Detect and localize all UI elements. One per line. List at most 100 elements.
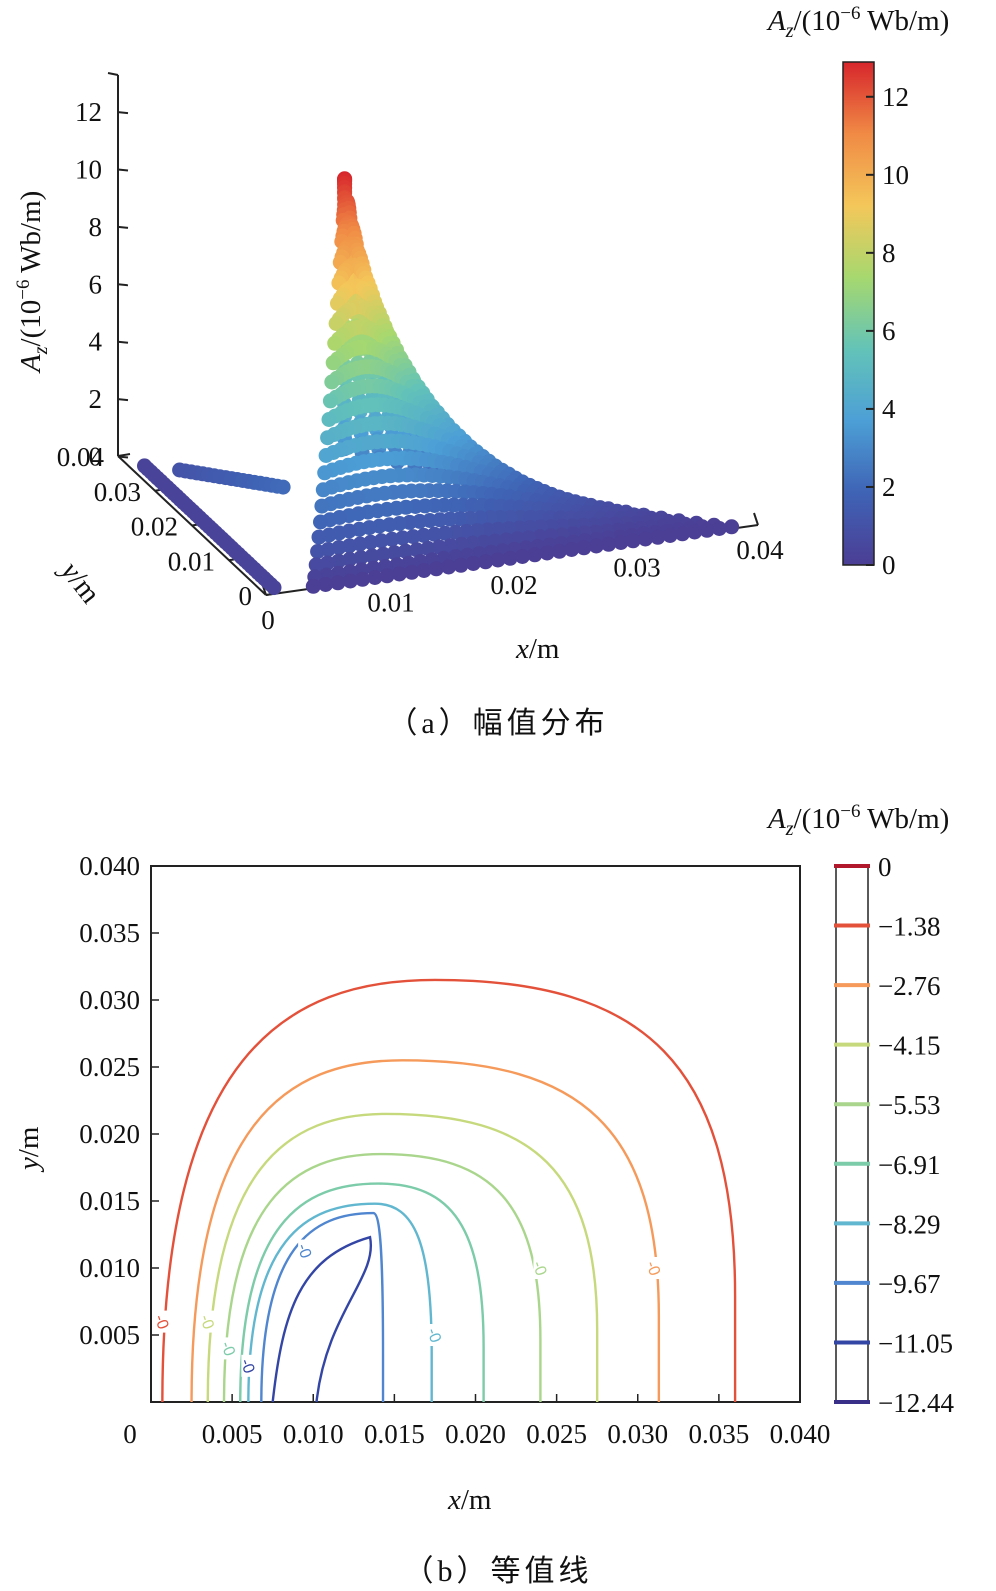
- chart-a-surface-point: [353, 550, 369, 566]
- chart-a-surface-point: [490, 552, 506, 568]
- chart-b-colorbar-tick-label: −6.91: [878, 1150, 940, 1180]
- chart-b-contour-label-bg: [155, 1310, 170, 1333]
- chart-b-contour-label: -0: [642, 1259, 663, 1278]
- chart-a-y-tick-label: 0: [239, 581, 253, 611]
- chart-a-colorbar-tick-label: 12: [882, 82, 909, 112]
- chart-b-contour-line: [206, 1112, 599, 1403]
- chart-a-surface-point: [711, 521, 727, 536]
- chart-b-x-tick-label: 0.025: [526, 1419, 587, 1449]
- chart-a-z-tick-label: 12: [75, 97, 102, 127]
- chart-b-contour-line: [161, 978, 737, 1403]
- chart-b-y-tick-label: 0.030: [79, 985, 140, 1015]
- chart-a-z-tick-label: 8: [89, 212, 103, 242]
- chart-b-contour-plot: -0-0-0-0-0-0-0-0 0 0.005 0.010 0.015 0.020 0.…: [13, 801, 954, 1516]
- chart-a-surface-point: [501, 521, 517, 537]
- chart-a-x-tick-label: 0: [261, 605, 275, 635]
- chart-a-surface-point: [379, 568, 395, 584]
- chart-b-x-axis-label: x/m: [447, 1484, 492, 1516]
- chart-a-surface-point: [420, 540, 436, 556]
- chart-a-surface-point: [330, 575, 346, 591]
- chart-b-x-tick-label: 0: [123, 1419, 137, 1449]
- chart-a-surface-point: [342, 573, 358, 589]
- chart-b-y-tick-label: 0.005: [79, 1320, 140, 1350]
- chart-a-surface-point: [724, 519, 740, 535]
- chart-b-contour-label: -0: [217, 1339, 238, 1358]
- chart-b-x-tick-label: 0.005: [202, 1419, 263, 1449]
- chart-a-3d-plot: 0 2 4 6 8 10 12 0 0.01 0.02 0.03 0.04 0 0.01 0.02 0.0…: [13, 3, 949, 665]
- chart-a-surface-point: [409, 542, 425, 558]
- chart-a-z-tick-label: 0: [89, 442, 103, 472]
- chart-a-surface-point: [322, 393, 338, 409]
- chart-a-surface-point: [527, 547, 543, 563]
- chart-a-x-axis-label: x/m: [515, 633, 560, 665]
- chart-a-surface-point: [564, 542, 580, 557]
- chart-a-surface-point: [310, 544, 326, 559]
- chart-a-surface-point: [404, 564, 420, 580]
- chart-a-x-tick-label: 0.01: [367, 588, 414, 618]
- chart-a-surface-point: [320, 430, 336, 446]
- chart-a-surface-point: [391, 566, 407, 582]
- chart-a-surface-point: [416, 563, 432, 578]
- chart-a-y-tick-label: 0.04: [57, 442, 105, 472]
- chart-a-surface-point: [317, 465, 333, 481]
- chart-a-x-tick-label: 0.02: [490, 570, 537, 600]
- chart-a-z-axis-top: [107, 72, 119, 76]
- chart-b-contour-label: -0: [423, 1326, 444, 1345]
- chart-b-y-tick-label: 0.035: [79, 918, 140, 948]
- chart-a-surface-point: [313, 514, 328, 530]
- chart-a-surface-point: [342, 551, 358, 567]
- chart-a-x-ticks: 0 0.01 0.02 0.03 0.04: [261, 512, 784, 635]
- chart-a-colorbar: Az/(10−6 Wb/m) 0 2 4 6 8 10 12: [766, 3, 949, 580]
- chart-a-y-tick-label: 0.01: [168, 546, 215, 576]
- chart-b-contour-line: [260, 1211, 385, 1403]
- chart-a-z-tick-mark: [117, 283, 129, 287]
- chart-b-contour-label: -0: [196, 1313, 217, 1332]
- chart-a-surface-point: [327, 335, 343, 351]
- chart-a-surface-point: [431, 539, 447, 555]
- chart-a-surface-point: [539, 545, 555, 561]
- chart-a-surface-point: [662, 528, 678, 543]
- chart-a-surface-point: [588, 538, 604, 554]
- chart-a-surface-point: [576, 540, 592, 556]
- chart-a-z-ticks: 0 2 4 6 8 10 12: [75, 97, 129, 472]
- chart-a-surface-point: [311, 529, 327, 545]
- chart-a-surface-point: [453, 557, 469, 573]
- chart-b-colorbar-ticks: 0 −1.38 −2.76 −4.15 −5.53 −6.91 −8.29 −9.67 −11.…: [834, 852, 954, 1418]
- chart-a-surface-point: [613, 535, 629, 550]
- chart-a-surface-point: [367, 570, 383, 585]
- chart-a-surface-point: [674, 526, 690, 542]
- chart-b-contour-line: [247, 1202, 433, 1403]
- chart-a-y-tick-label: 0.03: [94, 477, 141, 507]
- chart-a-surface-point: [318, 577, 334, 592]
- chart-b-colorbar-tick-label: −8.29: [878, 1209, 940, 1239]
- chart-a-surface-point: [687, 524, 703, 540]
- chart-a-surface-point: [637, 531, 653, 547]
- chart-a-surface-point: [331, 553, 347, 569]
- chart-a-surface-point: [551, 543, 567, 559]
- chart-b-colorbar-tick-label: −4.15: [878, 1031, 940, 1061]
- chart-b-contour-label-bg: [298, 1239, 313, 1262]
- chart-a-surface-point: [601, 536, 617, 552]
- chart-a-z-tick-label: 2: [89, 384, 103, 414]
- chart-a-surface-point: [318, 448, 334, 463]
- chart-b-x-tick-label: 0.040: [770, 1419, 831, 1449]
- chart-a-colorbar-tick-label: 8: [882, 238, 896, 268]
- caption-b: （b）等值线: [403, 1555, 593, 1588]
- chart-b-colorbar: Az/(10−6 Wb/m) 0 −1.38 −2.76 −4.15 −5.53 −6.9…: [766, 801, 954, 1418]
- chart-a-surface-point: [478, 554, 494, 570]
- chart-b-y-axis-label: y/m: [13, 1126, 45, 1173]
- chart-a-surface-point: [321, 412, 337, 427]
- chart-b-contour-label-bg: [221, 1337, 236, 1360]
- chart-a-surface-point: [375, 546, 391, 562]
- chart-b-contour-label-bg: [427, 1324, 442, 1346]
- chart-a-surface-point: [364, 548, 380, 564]
- chart-b-contour-label: -0: [237, 1357, 258, 1376]
- chart-a-x-tick-label: 0.04: [736, 535, 784, 565]
- chart-a-colorbar-tick-label: 6: [882, 316, 896, 346]
- chart-a-surface-point: [428, 561, 444, 577]
- chart-b-contour-label-bg: [646, 1257, 661, 1279]
- chart-a-colorbar-title: Az/(10−6 Wb/m): [766, 3, 949, 42]
- chart-b-contour-line: [239, 1182, 485, 1403]
- chart-a-z-tick-mark: [117, 111, 129, 115]
